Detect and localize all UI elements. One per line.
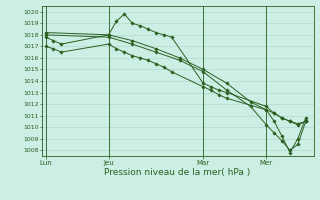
X-axis label: Pression niveau de la mer( hPa ): Pression niveau de la mer( hPa ) — [104, 168, 251, 177]
